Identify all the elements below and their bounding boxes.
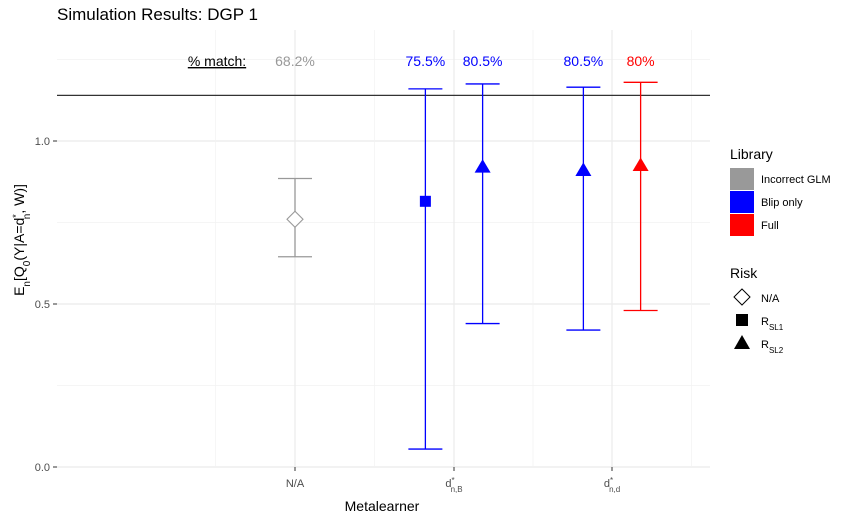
point-2 bbox=[474, 159, 491, 173]
point-4 bbox=[632, 157, 649, 172]
legend-risk-title: Risk bbox=[730, 265, 758, 281]
errorbar-2 bbox=[465, 83, 500, 325]
legend-library-title: Library bbox=[730, 146, 773, 162]
match-labels: % match: 68.2% 75.5% 80.5% 80.5% 80% bbox=[188, 53, 655, 69]
legend-risk-label-2: RSL2 bbox=[761, 339, 784, 355]
x-tick-label-na: N/A bbox=[286, 478, 305, 490]
y-label-post: , W)] bbox=[11, 184, 27, 214]
legend-library-key-1 bbox=[730, 191, 754, 213]
legend-library-key-0 bbox=[730, 168, 754, 190]
point-1 bbox=[419, 195, 431, 207]
y-label-pre: [Q bbox=[11, 266, 27, 281]
y-label-base-sub: n bbox=[22, 281, 33, 287]
point-3 bbox=[575, 162, 592, 176]
match-label-4: 80% bbox=[627, 53, 655, 69]
legend-risk-label-1: RSL1 bbox=[761, 316, 784, 332]
y-label-mid-sup: * bbox=[11, 214, 21, 218]
x-axis: N/A d* n,B d* n,d bbox=[286, 467, 620, 494]
x-tick-label-dnB: d* n,B bbox=[445, 476, 462, 494]
errorbar-4 bbox=[623, 81, 658, 312]
grid bbox=[57, 30, 710, 468]
y-label-mid: (Y|A=d bbox=[11, 218, 27, 261]
errorbar-3 bbox=[566, 86, 601, 331]
legend-risk-key-0 bbox=[733, 288, 751, 306]
y-tick-label-0: 0.0 bbox=[35, 462, 50, 474]
match-label-3: 80.5% bbox=[564, 53, 604, 69]
match-title: % match: bbox=[188, 53, 246, 69]
legend-risk-key-1 bbox=[736, 314, 748, 326]
match-label-1: 75.5% bbox=[406, 53, 446, 69]
x-axis-label: Metalearner bbox=[345, 498, 420, 514]
legend-library-label-2: Full bbox=[761, 220, 779, 232]
legend-library: Library Incorrect GLM Blip only Full bbox=[730, 146, 831, 236]
y-axis: 0.0 0.5 1.0 bbox=[35, 136, 57, 474]
legend-risk: Risk N/A RSL1 RSL2 bbox=[730, 265, 784, 355]
y-tick-label-1: 0.5 bbox=[35, 299, 50, 311]
errorbar-0 bbox=[278, 177, 312, 258]
legend-library-label-0: Incorrect GLM bbox=[761, 174, 831, 186]
chart-marks bbox=[278, 81, 658, 450]
y-axis-label: En[Q0(Y|A=d*n, W)] bbox=[11, 184, 33, 296]
y-label-base: E bbox=[11, 287, 27, 296]
legend-risk-key-2 bbox=[734, 335, 750, 349]
y-label-mid-sub: n bbox=[22, 214, 33, 220]
errorbar-1 bbox=[408, 88, 443, 450]
y-tick-label-2: 1.0 bbox=[35, 136, 50, 148]
chart-title: Simulation Results: DGP 1 bbox=[57, 5, 258, 24]
legend-risk-label-0: N/A bbox=[761, 293, 780, 305]
y-label-pre-sub: 0 bbox=[22, 260, 33, 266]
x-tick-label-dnd: d* n,d bbox=[604, 476, 620, 494]
point-0 bbox=[286, 210, 304, 229]
match-label-0: 68.2% bbox=[275, 53, 315, 69]
legend-library-label-1: Blip only bbox=[761, 197, 803, 209]
legend-library-key-2 bbox=[730, 214, 754, 236]
match-label-2: 80.5% bbox=[463, 53, 503, 69]
